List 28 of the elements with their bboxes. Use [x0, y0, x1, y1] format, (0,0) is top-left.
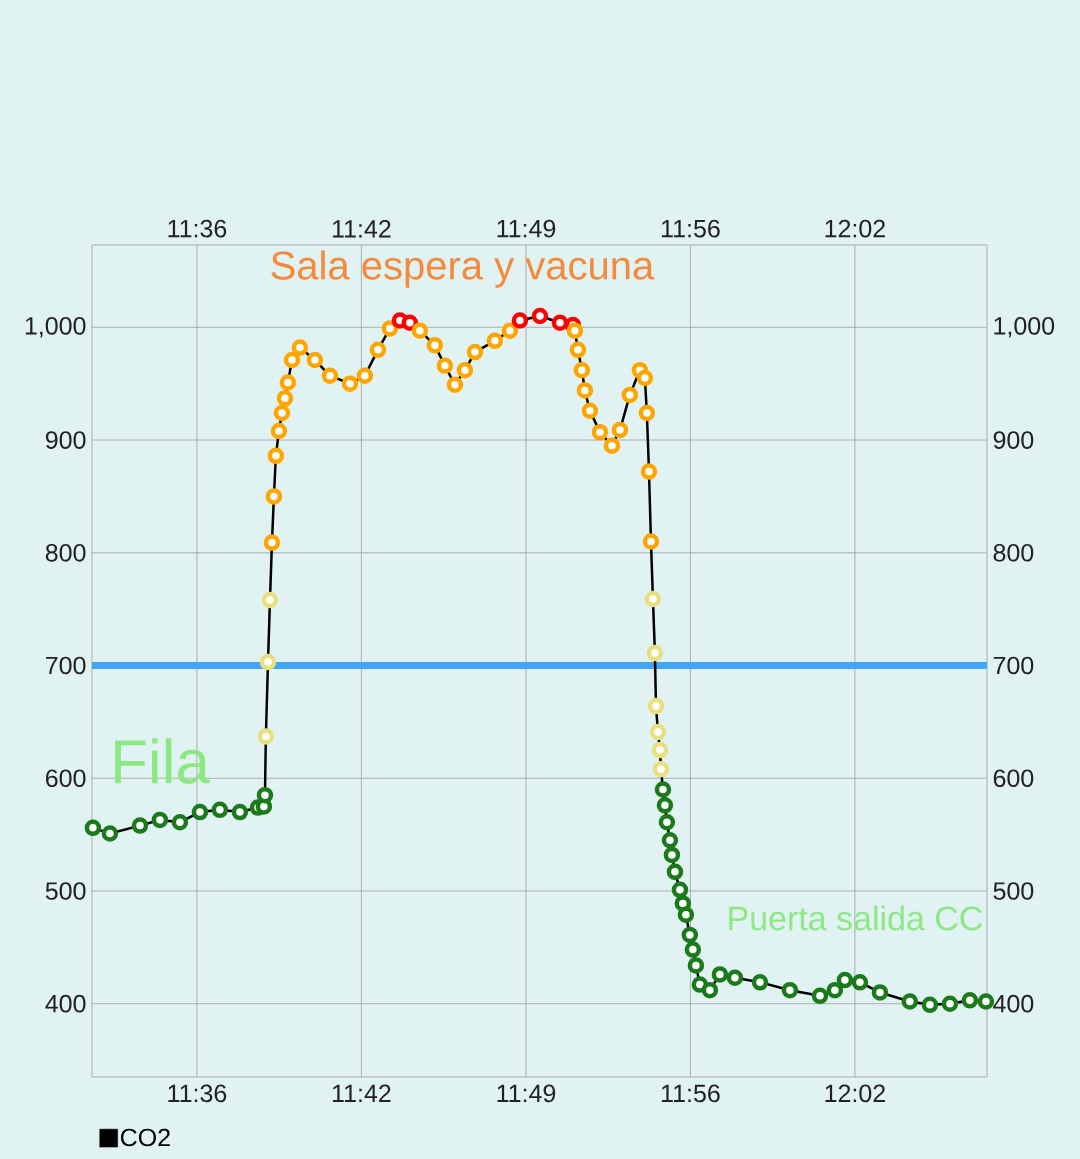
y-tick-label: 700 [46, 656, 86, 675]
y2-tick-label: 400 [993, 994, 1034, 1013]
y-tick-label: 900 [45, 431, 86, 449]
x2-tick-label: 11:42 [332, 1084, 391, 1102]
y-tick-label: 600 [46, 769, 86, 788]
y2-tick-label: 800 [993, 543, 1034, 562]
y-tick-label: 500 [45, 882, 86, 900]
x2-tick-label: 11:56 [661, 1084, 720, 1103]
legend-label: CO2 [120, 1128, 170, 1147]
x2-tick-label: 11:49 [497, 1084, 556, 1103]
y2-tick-label: 600 [993, 769, 1034, 788]
x-tick-label: 12:02 [825, 219, 885, 238]
y2-tick-label: 900 [993, 431, 1034, 449]
y-tick-label: 800 [45, 543, 86, 562]
y2-tick-label: 500 [993, 882, 1034, 900]
x2-tick-label: 11:36 [168, 1084, 227, 1103]
x-tick-label: 11:36 [168, 219, 227, 238]
x2-tick-label: 12:02 [825, 1084, 885, 1103]
y-tick-label: 1,000 [25, 316, 86, 338]
x-tick-label: 11:56 [661, 219, 720, 238]
x-tick-label: 11:49 [497, 219, 556, 238]
y2-tick-label: 700 [993, 656, 1034, 675]
y-tick-label: 400 [45, 994, 86, 1013]
x-tick-label: 11:42 [332, 220, 391, 238]
y2-tick-label: 1,000 [994, 316, 1055, 338]
annotation: Puerta salida CC [729, 905, 983, 931]
annotation: Fila [115, 738, 210, 784]
annotation: Sala espera y vacuna [271, 250, 655, 288]
